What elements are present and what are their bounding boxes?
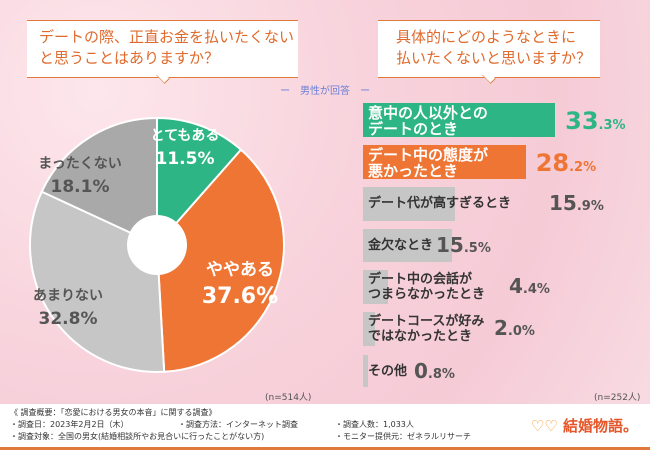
pie-value: 37.6%: [202, 284, 278, 309]
pie-value: 18.1%: [51, 177, 110, 197]
pie-label: あまりない: [33, 288, 103, 304]
pie-slice: [155, 148, 285, 373]
question-line: と思うことはありますか？: [39, 49, 220, 67]
bar-label-line: デート中の会話が: [368, 272, 473, 287]
pie-value: 11.5%: [156, 149, 215, 169]
bar-value: 0.8%: [414, 359, 455, 383]
footer-target: ・調査対象：全国の男女(結婚相談所やお見合いに行ったことがない方): [10, 432, 265, 441]
legend: ー 男性が回答 ー: [280, 86, 370, 97]
footer-count: ・調査人数：1,033人: [335, 420, 414, 429]
bar: [363, 312, 375, 346]
pie-slice: [40, 116, 158, 247]
bar-label-line: 意中の人以外との: [368, 104, 488, 122]
bar-label: デートコースが好み ではなかったとき: [368, 314, 484, 344]
pie-label: とてもある: [151, 128, 220, 144]
logo-text: 結婚物語。: [562, 417, 638, 435]
bar-label-line: デート中の態度が: [368, 146, 489, 164]
bar-label-line: つまらなかったとき: [368, 287, 486, 302]
footer-date: ・調査日：2023年2月2日（木）: [10, 420, 129, 429]
pie-slice: [156, 116, 243, 248]
bar-label-line: デート代が高すぎるとき: [368, 196, 512, 211]
bar-value: 2.0%: [494, 316, 535, 340]
bar: [363, 103, 556, 137]
pie-n-label: (n=514人): [265, 393, 312, 403]
brand-logo: ♡♡ 結婚物語。: [530, 417, 638, 435]
bar: [363, 229, 453, 262]
bar-value: 4.4%: [509, 274, 550, 298]
footer-provider: ・モニター提供元：ゼネラルリサーチ: [335, 432, 471, 441]
bar: [363, 270, 389, 304]
pie-label: ややある: [206, 260, 274, 280]
pie-label: まったくない: [38, 156, 121, 172]
bar-label: 金欠なとき: [368, 238, 433, 253]
bar-label-line: 金欠なとき: [368, 238, 434, 253]
bar-label: 意中の人以外との デートのとき: [368, 105, 488, 137]
footer-title: 《 調査概要：「恋愛における男女の本音」に関する調査》: [10, 408, 217, 417]
bar-value: 28.2%: [535, 149, 597, 177]
bar: [363, 187, 455, 221]
survey-footer: 《 調査概要：「恋愛における男女の本音」に関する調査》 ・調査日：2023年2月…: [0, 404, 650, 450]
bar-label: その他: [368, 364, 407, 379]
heart-icon: ♡♡: [530, 417, 558, 435]
bar: [363, 355, 368, 387]
bar-label-line: その他: [368, 364, 408, 379]
pie-value: 32.8%: [39, 309, 98, 329]
bar-value: 33.3%: [565, 107, 626, 135]
bar-label-line: ではなかったとき: [368, 329, 473, 344]
bar-value: 15.9%: [549, 191, 604, 215]
bar-label: デート中の会話が つまらなかったとき: [368, 272, 485, 302]
question-line: 払いたくないと思いますか？: [396, 49, 592, 67]
question-line: 具体的にどのようなときに: [396, 28, 577, 46]
right-question: 具体的にどのようなときに 払いたくないと思いますか？: [378, 20, 600, 84]
donut-hole: [127, 215, 187, 275]
bar-value: 15.5%: [436, 233, 491, 257]
bar-label: デート中の態度が 悪かったとき: [368, 147, 488, 179]
bar: [363, 145, 526, 179]
question-line: デートの際、正直お金を払いたくない: [39, 28, 295, 46]
bar-label-line: 悪かったとき: [368, 162, 459, 180]
bar-label: デート代が高すぎるとき: [368, 196, 511, 211]
footer-method: ・調査方法：インターネット調査: [178, 420, 298, 429]
bar-label-line: デートのとき: [368, 120, 459, 138]
bar-n-label: (n=252人): [594, 393, 641, 403]
bar-label-line: デートコースが好み: [368, 314, 485, 329]
left-question: デートの際、正直お金を払いたくない と思うことはありますか？: [27, 20, 298, 84]
